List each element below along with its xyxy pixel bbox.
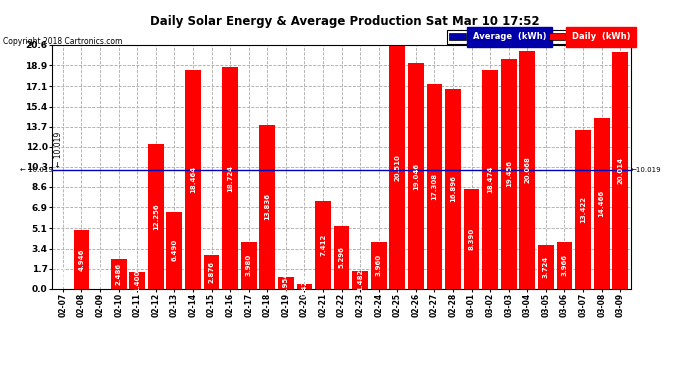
Text: 0.954: 0.954 xyxy=(283,272,289,294)
Bar xyxy=(204,255,219,289)
Text: 18.474: 18.474 xyxy=(487,166,493,193)
Text: 2.876: 2.876 xyxy=(208,261,215,283)
Text: 20.510: 20.510 xyxy=(394,154,400,181)
Text: ←10.019: ←10.019 xyxy=(631,167,661,173)
Text: 18.724: 18.724 xyxy=(227,164,233,192)
Bar xyxy=(259,125,275,289)
Text: 1.482: 1.482 xyxy=(357,269,363,291)
Bar xyxy=(334,226,349,289)
Text: 13.422: 13.422 xyxy=(580,196,586,223)
Bar xyxy=(74,230,90,289)
Bar xyxy=(464,189,480,289)
Text: 3.960: 3.960 xyxy=(375,254,382,276)
Bar xyxy=(501,58,517,289)
Text: 13.836: 13.836 xyxy=(264,194,270,220)
Bar xyxy=(297,284,313,289)
Bar xyxy=(222,67,238,289)
Bar xyxy=(482,70,498,289)
Text: 5.296: 5.296 xyxy=(339,246,344,268)
Bar xyxy=(389,46,405,289)
Bar xyxy=(538,244,554,289)
Text: 6.490: 6.490 xyxy=(171,239,177,261)
Bar xyxy=(593,118,609,289)
Bar xyxy=(575,130,591,289)
Text: 19.456: 19.456 xyxy=(506,160,512,187)
Text: ← 10.019: ← 10.019 xyxy=(54,131,63,166)
Text: 3.724: 3.724 xyxy=(543,256,549,278)
Bar xyxy=(371,242,386,289)
Bar xyxy=(185,70,201,289)
Bar xyxy=(445,89,461,289)
Text: 0.426: 0.426 xyxy=(302,274,308,297)
Text: 17.308: 17.308 xyxy=(431,173,437,200)
Text: 0.000: 0.000 xyxy=(60,265,66,287)
Bar xyxy=(129,272,145,289)
Text: 12.256: 12.256 xyxy=(152,203,159,229)
Bar xyxy=(110,260,126,289)
Bar xyxy=(241,242,257,289)
Bar xyxy=(557,242,573,289)
Bar xyxy=(352,271,368,289)
Text: Copyright 2018 Cartronics.com: Copyright 2018 Cartronics.com xyxy=(3,38,123,46)
Text: 18.464: 18.464 xyxy=(190,166,196,193)
Bar xyxy=(278,278,294,289)
Text: 7.412: 7.412 xyxy=(320,234,326,256)
Text: 16.896: 16.896 xyxy=(450,176,456,202)
Text: ← 10.019: ← 10.019 xyxy=(20,167,52,173)
Bar xyxy=(315,201,331,289)
Text: 1.400: 1.400 xyxy=(134,269,140,292)
Text: 20.014: 20.014 xyxy=(617,157,623,184)
Text: 3.966: 3.966 xyxy=(562,254,567,276)
Bar xyxy=(426,84,442,289)
Text: 14.466: 14.466 xyxy=(599,190,604,217)
Bar xyxy=(166,212,182,289)
Text: 4.946: 4.946 xyxy=(79,248,84,271)
Text: 19.046: 19.046 xyxy=(413,162,419,190)
Bar xyxy=(612,52,628,289)
Bar xyxy=(408,63,424,289)
Text: 2.486: 2.486 xyxy=(116,263,121,285)
Bar xyxy=(148,144,164,289)
Text: 20.068: 20.068 xyxy=(524,157,531,183)
Text: 0.000: 0.000 xyxy=(97,265,103,287)
Legend: Average  (kWh), Daily  (kWh): Average (kWh), Daily (kWh) xyxy=(447,30,633,44)
Bar xyxy=(520,51,535,289)
Text: Daily Solar Energy & Average Production Sat Mar 10 17:52: Daily Solar Energy & Average Production … xyxy=(150,15,540,28)
Text: 3.980: 3.980 xyxy=(246,254,252,276)
Text: 8.390: 8.390 xyxy=(469,228,475,250)
